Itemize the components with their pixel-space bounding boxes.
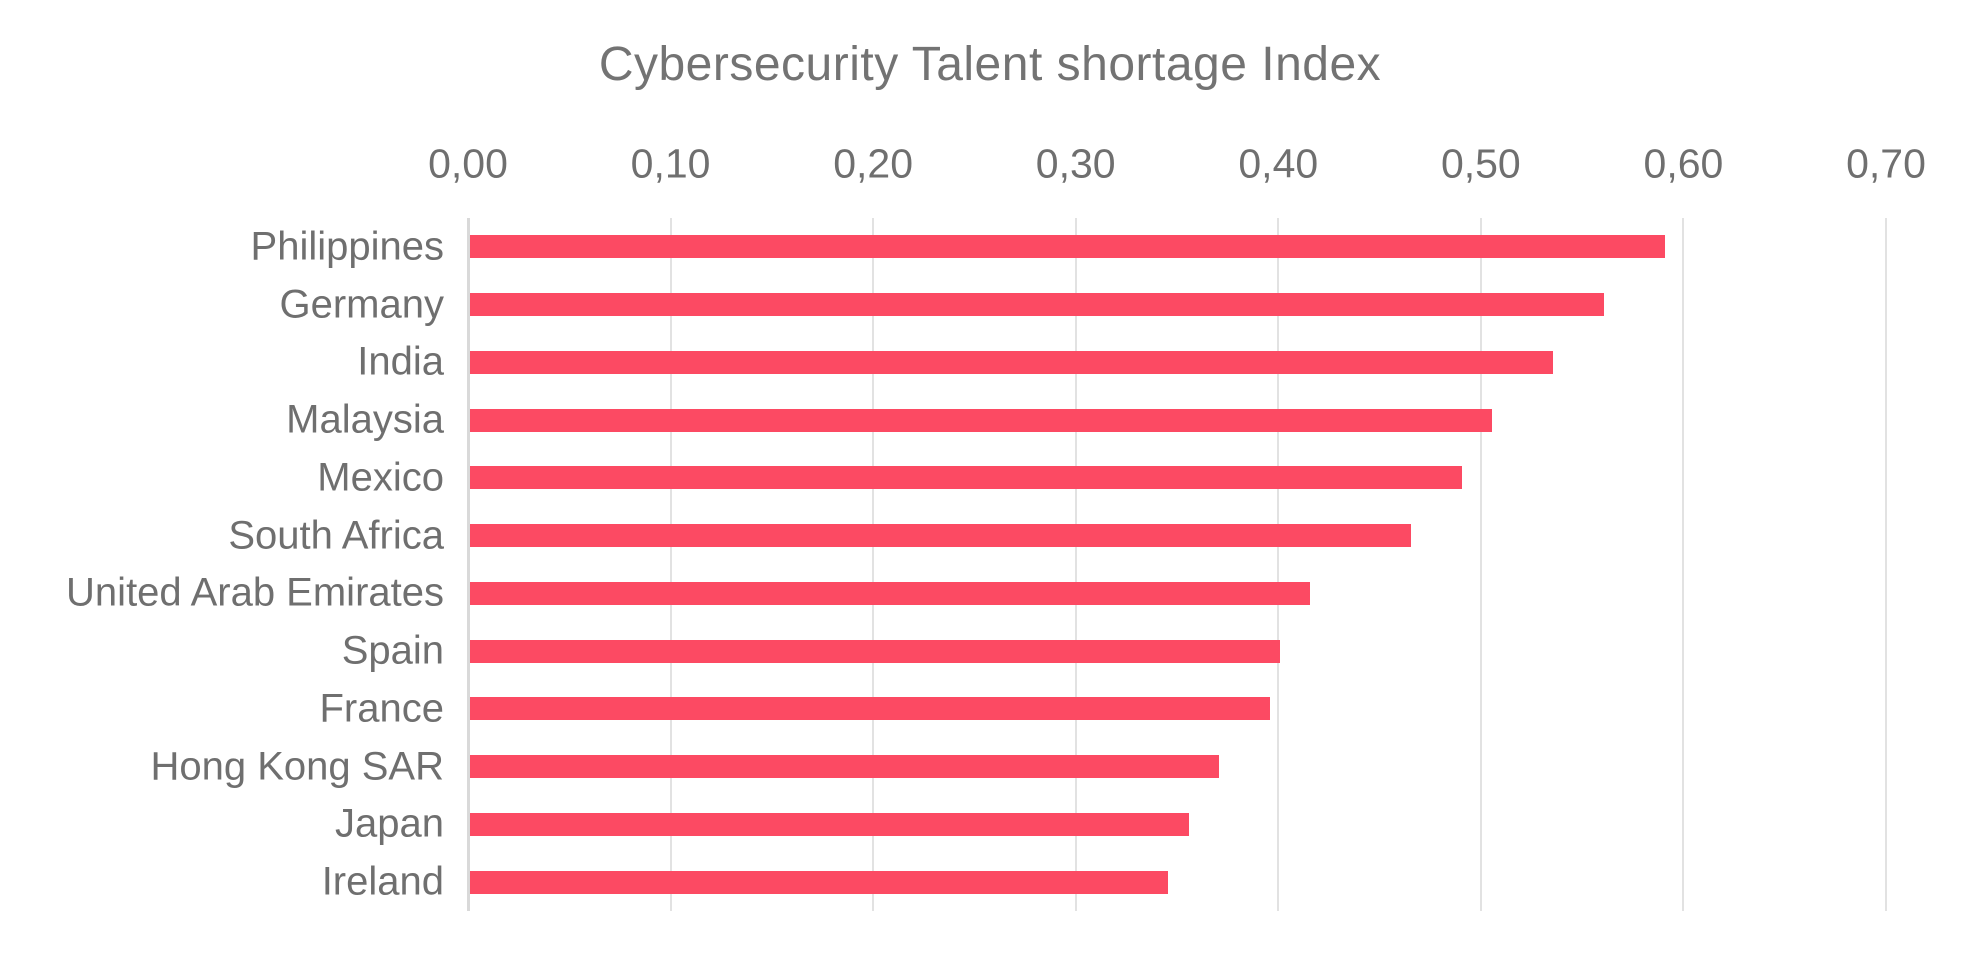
gridline	[1479, 218, 1482, 911]
x-axis-tick-label: 0,70	[1846, 140, 1926, 187]
gridline	[1682, 218, 1685, 911]
category-label: Spain	[341, 628, 444, 673]
x-axis-tick-label: 0,10	[630, 140, 711, 187]
x-axis-tick-label: 0,60	[1643, 140, 1724, 187]
value-axis-line	[466, 218, 470, 911]
bar	[469, 581, 1311, 605]
bar	[469, 466, 1463, 490]
category-label: Philippines	[250, 224, 444, 269]
bar	[469, 697, 1270, 721]
chart-title: Cybersecurity Talent shortage Index	[598, 38, 1382, 91]
category-label: Germany	[279, 282, 445, 327]
category-label: United Arab Emirates	[66, 570, 444, 615]
bar	[469, 235, 1665, 259]
bar	[469, 408, 1493, 432]
bar	[469, 812, 1189, 836]
category-label: India	[357, 339, 444, 384]
bar	[469, 524, 1412, 548]
x-axis-tick-label: 0,40	[1238, 140, 1319, 187]
bar	[469, 755, 1219, 779]
gridline	[1277, 218, 1280, 911]
x-axis-tick-label: 0,20	[833, 140, 914, 187]
bar	[469, 293, 1604, 317]
category-label: Japan	[335, 801, 444, 846]
gridline	[872, 218, 875, 911]
category-label: France	[319, 686, 445, 731]
gridline	[1885, 218, 1887, 911]
category-label: Ireland	[321, 859, 444, 904]
category-label: Mexico	[317, 455, 444, 500]
bar	[469, 639, 1280, 663]
category-label: Malaysia	[286, 397, 444, 442]
bar	[469, 870, 1169, 894]
category-label: Hong Kong SAR	[150, 744, 444, 789]
x-axis-tick-label: 0,00	[428, 140, 508, 187]
bar	[469, 350, 1554, 374]
category-label: South Africa	[228, 513, 444, 558]
gridline	[669, 218, 672, 911]
gridline	[1074, 218, 1077, 911]
x-axis-tick-label: 0,50	[1440, 140, 1521, 187]
x-axis-tick-label: 0,30	[1035, 140, 1116, 187]
